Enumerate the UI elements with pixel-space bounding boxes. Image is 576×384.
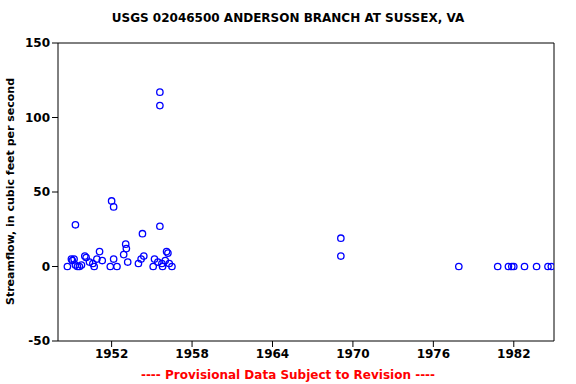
svg-text:1958: 1958 xyxy=(175,347,208,361)
svg-text:100: 100 xyxy=(25,111,50,125)
svg-text:1952: 1952 xyxy=(95,347,128,361)
svg-text:150: 150 xyxy=(25,36,50,50)
svg-text:-50: -50 xyxy=(28,334,50,348)
html-text:---- Provisional Data Subject: ---- Provisional Data Subject to Revisio… xyxy=(140,368,436,382)
svg-text:1964: 1964 xyxy=(256,347,289,361)
svg-text:1982: 1982 xyxy=(497,347,530,361)
html-text:Streamflow, in cubic feet per: Streamflow, in cubic feet per second xyxy=(4,78,18,305)
html-text:USGS 02046500 ANDERSON BRANCH: USGS 02046500 ANDERSON BRANCH AT SUSSEX,… xyxy=(111,11,465,25)
svg-text:0: 0 xyxy=(42,260,50,274)
svg-text:1970: 1970 xyxy=(336,347,369,361)
svg-text:50: 50 xyxy=(33,185,50,199)
svg-text:1976: 1976 xyxy=(417,347,450,361)
